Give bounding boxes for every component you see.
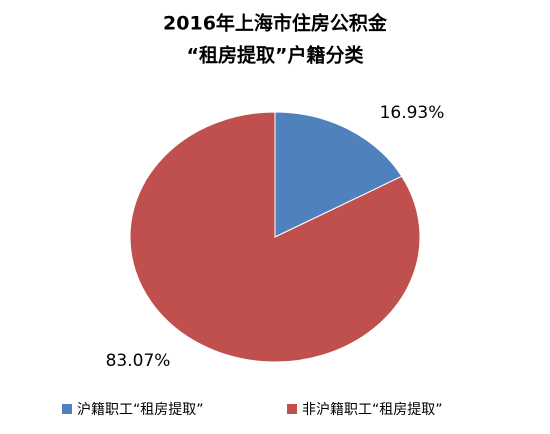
legend-label: 非沪籍职工“租房提取” (302, 401, 443, 418)
data-label: 83.07% (106, 351, 171, 371)
legend-swatch (287, 404, 297, 414)
legend-label: 沪籍职工“租房提取” (77, 401, 204, 418)
legend-swatch (62, 404, 72, 414)
data-label: 16.93% (380, 103, 445, 123)
chart-subtitle: “租房提取”户籍分类 (187, 44, 364, 67)
pie-slice (129, 111, 421, 363)
chart-title: 2016年上海市住房公积金 (163, 12, 388, 35)
pie-slice (274, 111, 403, 238)
